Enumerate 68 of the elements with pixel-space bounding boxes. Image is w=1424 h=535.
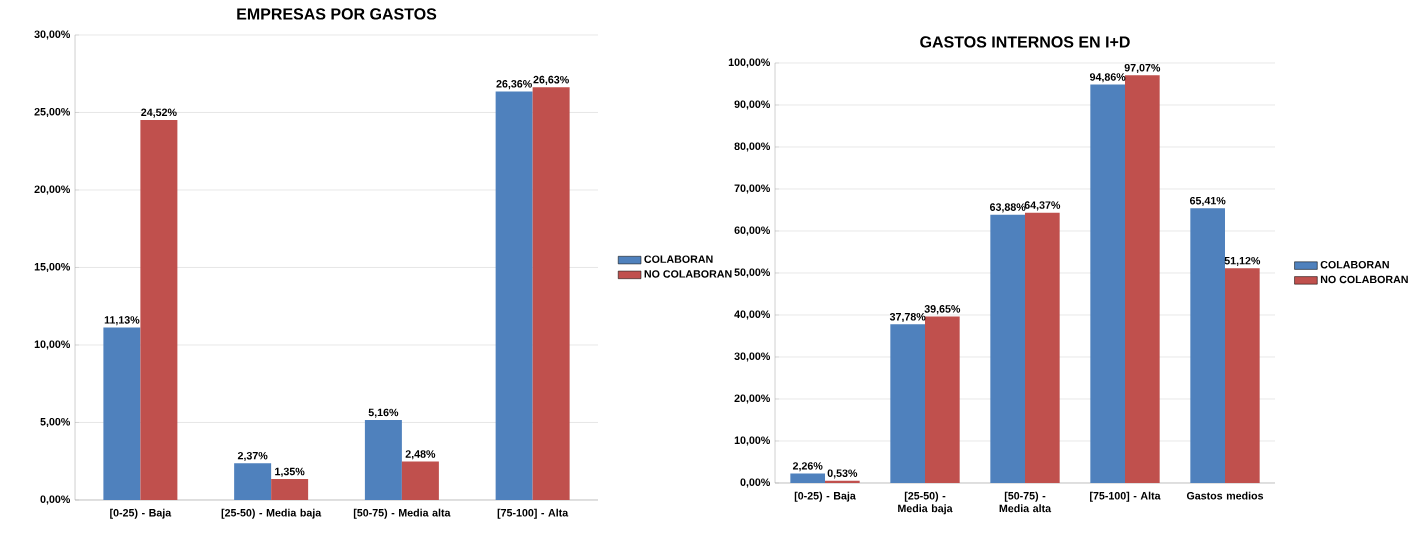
y-tick-label: 15,00% (34, 262, 71, 273)
bar (890, 324, 926, 483)
bar (990, 214, 1025, 483)
data-label: 11,13% (104, 316, 140, 326)
data-label: 5,16% (368, 408, 399, 418)
x-tick-label: [75-100] - Alta (1090, 491, 1161, 502)
data-label: 1,35% (275, 467, 305, 477)
data-label: 37,78% (889, 312, 926, 323)
y-tick-label: 70,00% (734, 184, 771, 194)
legend-label: COLABORAN (1320, 260, 1389, 269)
x-tick-label: Gastos medios (1186, 491, 1264, 500)
chart-title: GASTOS INTERNOS EN I+D (920, 36, 1130, 48)
x-tick-label: [0-25) - Baja (110, 508, 172, 519)
data-label: 39,65% (924, 305, 961, 315)
bar (790, 473, 826, 483)
data-label: 64,37% (1024, 201, 1061, 211)
bar (401, 461, 439, 500)
x-tick-label: [25-50) - Media baja (898, 491, 953, 515)
y-tick-label: 20,00% (734, 394, 771, 404)
bar (495, 91, 533, 500)
y-tick-label: 60,00% (734, 226, 771, 236)
y-tick-label: 30,00% (34, 30, 71, 40)
data-label: 0,53% (827, 469, 858, 479)
y-tick-label: 10,00% (734, 436, 771, 446)
y-tick-label: 10,00% (34, 340, 71, 350)
data-label: 97,07% (1124, 63, 1161, 74)
bar (1025, 212, 1060, 483)
bar (234, 463, 272, 500)
data-label: 2,48% (405, 450, 436, 460)
y-tick-label: 20,00% (34, 185, 71, 195)
data-label: 65,41% (1189, 196, 1226, 207)
x-tick-label: [50-75) - Media alta (353, 508, 451, 519)
bar (1125, 75, 1160, 483)
legend-label: COLABORAN (644, 255, 713, 263)
data-label: 26,63% (533, 75, 569, 85)
data-label: 94,86% (1089, 73, 1126, 83)
y-tick-label: 100,00% (728, 58, 771, 68)
y-tick-label: 50,00% (734, 268, 771, 278)
x-tick-label: [50-75) - Media alta (999, 491, 1052, 513)
bar (925, 316, 960, 483)
bar (103, 327, 141, 500)
bar (364, 420, 402, 500)
y-tick-label: 25,00% (34, 107, 71, 118)
legend-label: NO COLABORAN (644, 270, 732, 278)
y-tick-label: 0,00% (40, 495, 71, 505)
bar (1225, 268, 1260, 483)
y-tick-label: 0,00% (740, 478, 771, 488)
x-tick-label: [25-50) - Media baja (221, 508, 322, 519)
bar (1090, 84, 1125, 483)
bar (271, 479, 309, 500)
bar (825, 480, 860, 483)
data-label: 26,36% (496, 80, 532, 90)
legend-label: NO COLABORAN (1320, 275, 1408, 284)
y-tick-label: 40,00% (734, 310, 771, 320)
bar (1190, 208, 1225, 483)
data-label: 2,26% (792, 462, 823, 472)
bar (532, 87, 570, 500)
data-label: 2,37% (237, 451, 268, 461)
chart-title: EMPRESAS POR GASTOS (237, 8, 437, 20)
y-tick-label: 80,00% (734, 142, 771, 152)
x-tick-label: [75-100] - Alta (497, 508, 569, 519)
data-label: 24,52% (141, 108, 177, 118)
x-tick-label: [0-25) - Baja (794, 491, 856, 502)
y-tick-label: 5,00% (40, 417, 71, 428)
data-label: 63,88% (989, 203, 1026, 213)
y-tick-label: 30,00% (734, 352, 771, 362)
y-tick-label: 90,00% (734, 100, 771, 110)
bar (140, 119, 178, 500)
